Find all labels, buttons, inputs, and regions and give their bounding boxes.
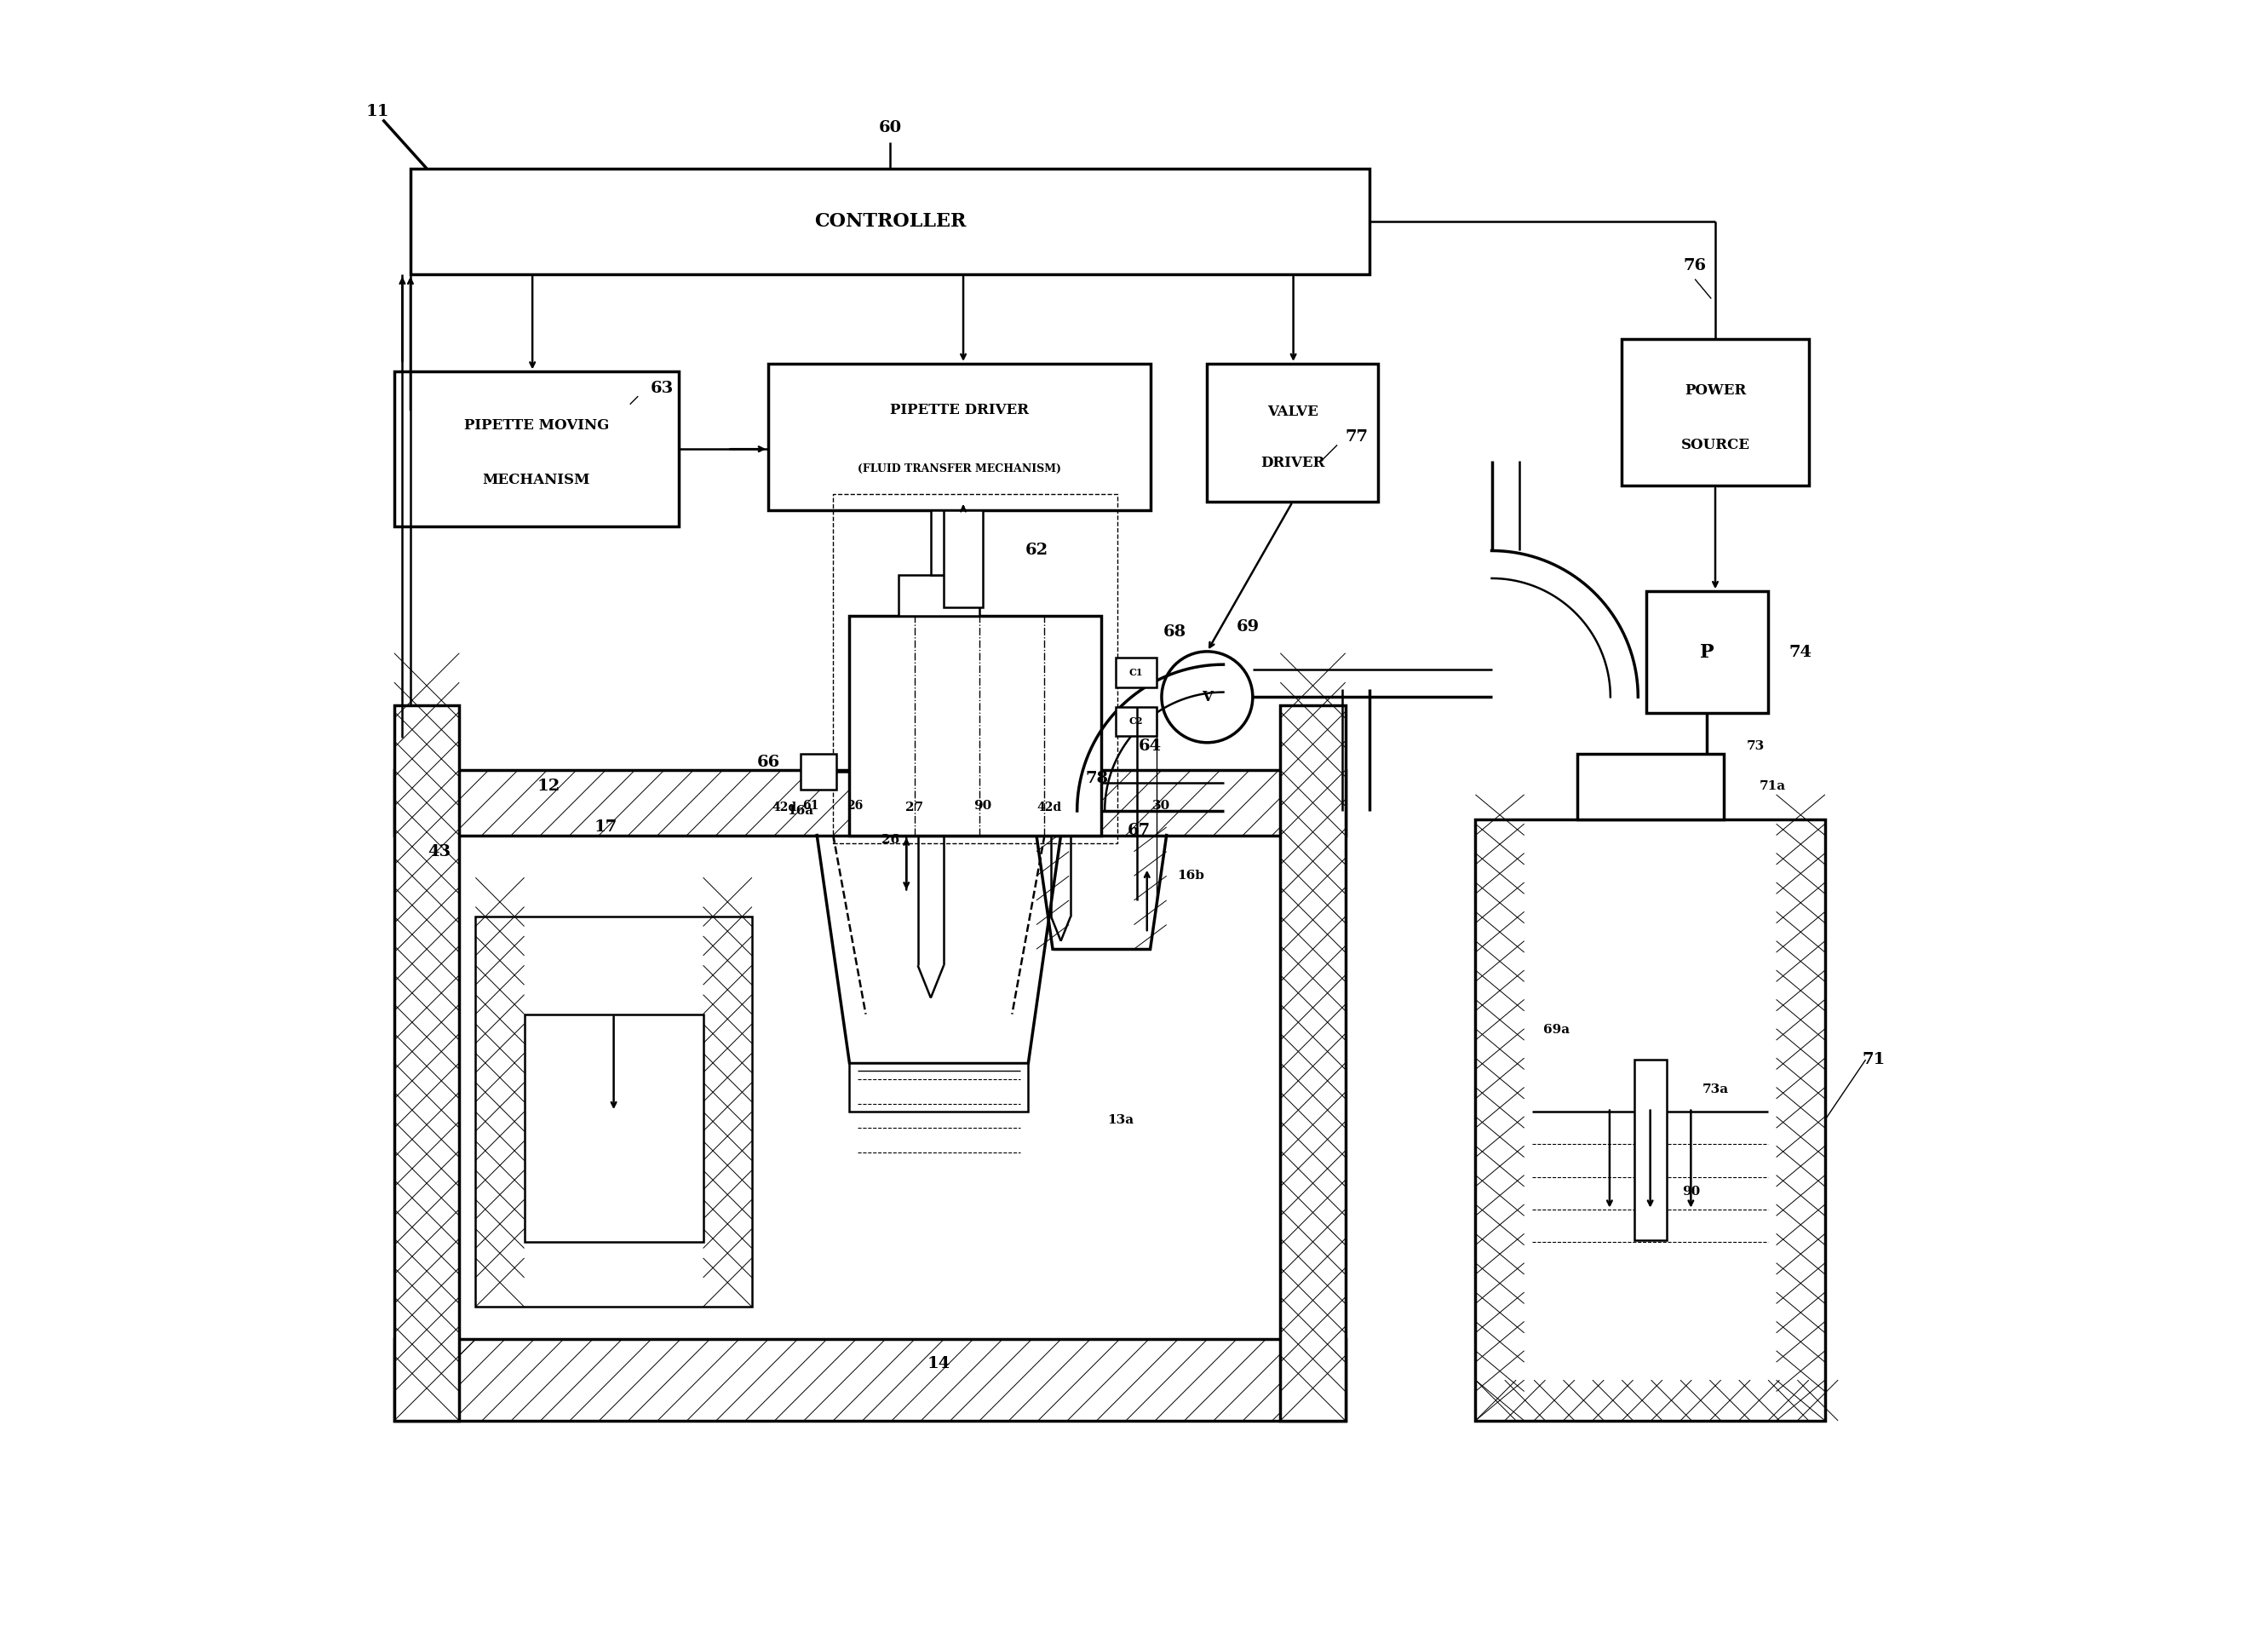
Text: 71: 71 xyxy=(1862,1052,1885,1068)
Text: 42d: 42d xyxy=(1036,801,1061,814)
Text: CONTROLLER: CONTROLLER xyxy=(814,211,966,231)
Bar xyxy=(801,753,837,790)
Bar xyxy=(1633,1060,1667,1240)
Text: 68: 68 xyxy=(1163,624,1186,640)
Text: 90: 90 xyxy=(973,799,991,812)
Text: 69: 69 xyxy=(1236,619,1259,636)
Text: 63: 63 xyxy=(651,380,674,396)
Text: POWER: POWER xyxy=(1685,383,1746,398)
Bar xyxy=(850,1063,1027,1112)
Bar xyxy=(395,770,1345,835)
Bar xyxy=(395,1340,1345,1420)
Bar xyxy=(1116,706,1157,735)
Text: 16b: 16b xyxy=(1177,870,1204,881)
Bar xyxy=(850,616,1102,835)
Text: 30: 30 xyxy=(1152,799,1170,812)
Text: VALVE: VALVE xyxy=(1268,405,1318,419)
Text: 14: 14 xyxy=(928,1356,950,1371)
Bar xyxy=(1647,591,1769,713)
Bar xyxy=(524,1014,703,1242)
Text: 73: 73 xyxy=(1746,740,1765,752)
Bar xyxy=(1207,364,1379,501)
Text: 60: 60 xyxy=(878,120,903,136)
Text: 43: 43 xyxy=(429,844,451,860)
Text: 26: 26 xyxy=(846,799,862,812)
Text: 27: 27 xyxy=(905,801,923,814)
Text: 73a: 73a xyxy=(1701,1084,1728,1096)
Bar xyxy=(1622,339,1810,485)
Bar xyxy=(411,169,1370,274)
Text: MECHANISM: MECHANISM xyxy=(483,473,590,486)
Text: C1: C1 xyxy=(1129,668,1143,678)
Text: (FLUID TRANSFER MECHANISM): (FLUID TRANSFER MECHANISM) xyxy=(857,464,1061,475)
Text: 62: 62 xyxy=(1025,544,1048,559)
Text: DRIVER: DRIVER xyxy=(1261,455,1325,470)
Text: 42d: 42d xyxy=(771,801,796,814)
Text: 90: 90 xyxy=(1683,1186,1701,1197)
Bar xyxy=(395,706,458,1420)
Bar xyxy=(832,493,1118,844)
Text: 69a: 69a xyxy=(1545,1024,1569,1035)
Text: 77: 77 xyxy=(1345,429,1368,444)
Text: C2: C2 xyxy=(1129,717,1143,726)
Text: 61: 61 xyxy=(803,799,819,812)
Bar xyxy=(898,575,980,616)
Text: 71a: 71a xyxy=(1760,781,1785,793)
Text: 66: 66 xyxy=(758,755,780,770)
Bar xyxy=(1281,706,1345,1420)
Text: V: V xyxy=(1202,690,1213,704)
Bar xyxy=(943,509,982,608)
Text: 13a: 13a xyxy=(1107,1114,1134,1125)
Text: 12: 12 xyxy=(538,778,560,794)
Text: 67: 67 xyxy=(1127,822,1150,839)
Text: PIPETTE MOVING: PIPETTE MOVING xyxy=(465,419,610,432)
Text: 16a: 16a xyxy=(787,804,814,817)
Text: 74: 74 xyxy=(1789,645,1812,660)
Bar xyxy=(1576,753,1724,819)
Text: 17: 17 xyxy=(594,819,617,835)
Bar xyxy=(930,509,971,575)
Text: 76: 76 xyxy=(1683,259,1706,274)
Text: SOURCE: SOURCE xyxy=(1681,437,1751,452)
Bar xyxy=(395,372,678,526)
Text: PIPETTE DRIVER: PIPETTE DRIVER xyxy=(889,403,1030,418)
Text: 11: 11 xyxy=(365,103,390,120)
Text: 64: 64 xyxy=(1139,739,1161,753)
Bar xyxy=(476,917,753,1307)
Text: 26: 26 xyxy=(880,834,898,847)
Text: P: P xyxy=(1701,644,1715,662)
Bar xyxy=(1116,658,1157,688)
Bar xyxy=(1476,819,1826,1420)
Bar xyxy=(769,364,1150,509)
Text: 78: 78 xyxy=(1084,771,1109,786)
